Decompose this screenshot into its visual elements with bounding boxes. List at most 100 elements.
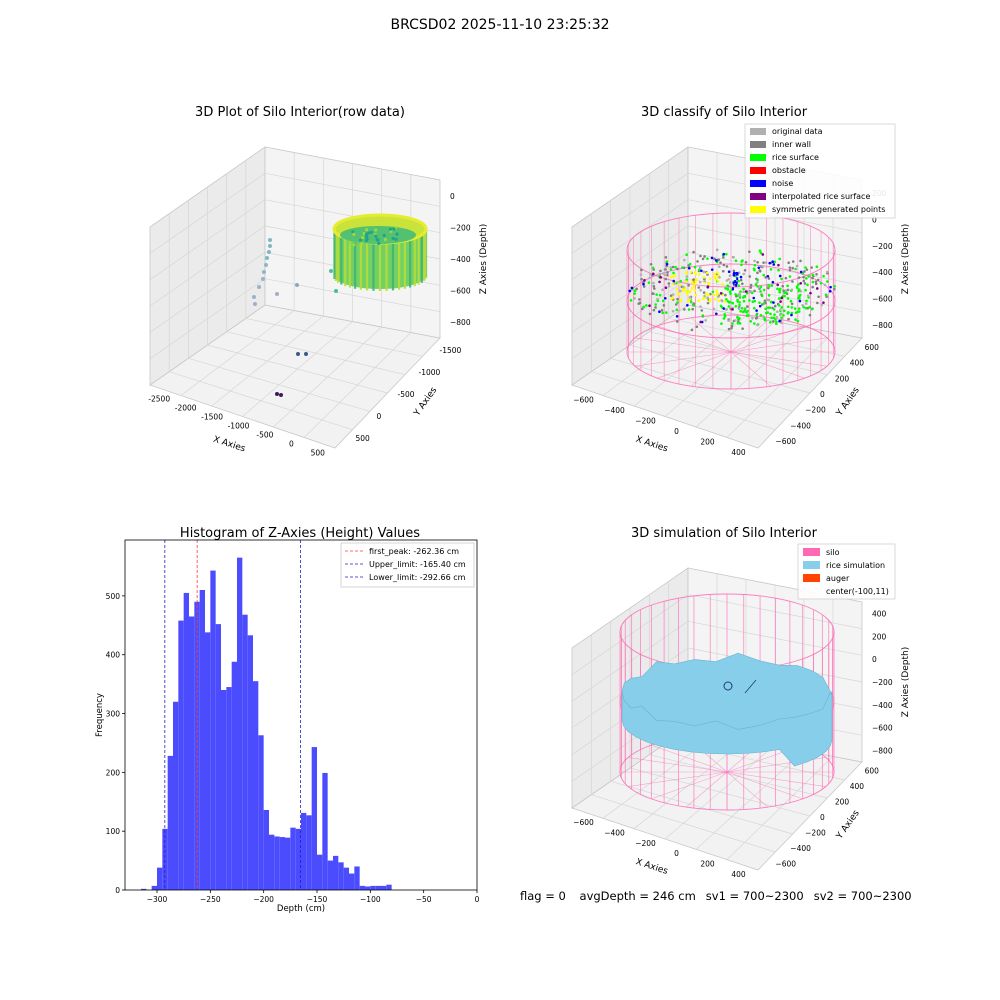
legend-label: symmetric generated points (772, 205, 885, 214)
classified-point (687, 266, 691, 270)
classified-point (724, 308, 728, 311)
classified-point (757, 286, 761, 289)
classified-point (648, 304, 651, 307)
classified-point (706, 285, 710, 288)
classified-point (722, 317, 726, 320)
classified-point (682, 258, 686, 262)
legend-label: Upper_limit: -165.40 cm (369, 560, 466, 569)
classified-point (662, 303, 666, 307)
classified-point (691, 282, 695, 285)
x-tick-label: −250 (200, 895, 221, 904)
classified-point (664, 286, 668, 289)
center-marker (723, 681, 733, 691)
classified-point (647, 281, 651, 284)
classified-point (662, 272, 665, 275)
y-tick-label: 400 (850, 782, 865, 791)
classified-point (805, 268, 809, 271)
classified-point (704, 292, 708, 296)
classified-point (695, 277, 698, 281)
silo-spoke (730, 351, 828, 367)
classified-point (676, 297, 679, 301)
silo-spoke (634, 351, 732, 367)
classified-point (664, 273, 667, 277)
classified-point (823, 283, 827, 287)
classified-point (729, 292, 732, 296)
classified-point (776, 283, 780, 287)
noise-point (733, 271, 736, 275)
classified-point (811, 280, 815, 284)
y-tick-label: 400 (850, 359, 865, 368)
x-tick-label: −300 (147, 895, 168, 904)
classified-point (659, 269, 662, 273)
data-point (267, 250, 271, 254)
histogram-bar (290, 827, 296, 890)
histogram-bar (359, 885, 365, 890)
classified-point (707, 293, 710, 297)
classified-point (728, 290, 732, 294)
classified-point (689, 270, 693, 274)
classified-point (728, 274, 732, 278)
classified-point (799, 270, 803, 274)
gridline (726, 756, 834, 860)
histogram-bar (183, 592, 189, 890)
legend-swatch (803, 561, 820, 569)
classified-point (728, 300, 732, 304)
y-tick-label: 400 (106, 651, 121, 660)
classified-point (712, 293, 716, 297)
classified-point (744, 290, 748, 293)
classified-point (763, 318, 767, 321)
classified-point (694, 293, 698, 297)
histogram-bar (178, 620, 184, 890)
classified-point (743, 307, 747, 310)
classified-point (654, 306, 657, 309)
classified-point (799, 281, 803, 285)
silo-spoke (628, 757, 728, 773)
status-footer: flag = 0 avgDepth = 246 cm sv1 = 700~2300… (520, 889, 922, 903)
classified-point (776, 310, 779, 314)
x-tick-label: −150 (307, 895, 328, 904)
classified-point (719, 304, 723, 308)
classified-point (786, 305, 790, 309)
classified-point (736, 315, 739, 319)
legend-label: rice surface (772, 153, 819, 162)
z-tick-label: −400 (872, 701, 893, 710)
rice-point (369, 230, 374, 234)
classified-point (672, 279, 676, 283)
classified-point (753, 299, 757, 303)
classified-point (654, 303, 658, 306)
classified-point (663, 296, 667, 300)
classified-point (700, 309, 704, 312)
classified-point (689, 300, 693, 304)
legend: original data inner wall rice surface obsta… (744, 123, 896, 219)
data-point (264, 263, 268, 267)
z-axis-label: Z Axies (Depth) (901, 647, 911, 718)
classified-point (778, 274, 782, 278)
data-point (275, 292, 279, 296)
rice-point (352, 232, 356, 236)
classified-point (628, 289, 632, 293)
classified-point (703, 255, 706, 258)
z-tick-label: −200 (872, 242, 893, 251)
classified-point (716, 279, 720, 283)
x-tick-label: −400 (604, 406, 625, 415)
x-tick-label: 0 (289, 440, 294, 449)
classified-point (756, 281, 759, 284)
noise-point (734, 280, 737, 284)
classified-point (788, 268, 792, 272)
classified-point (750, 291, 754, 295)
x-axis-label: X Axies (634, 857, 669, 877)
classified-point (639, 273, 643, 276)
rice-point (374, 228, 378, 232)
classified-point (749, 283, 753, 287)
histogram-bar (327, 860, 333, 890)
x-tick-label: -500 (256, 431, 273, 440)
classified-point (738, 303, 741, 307)
x-tick-label: −600 (573, 395, 594, 404)
z-tick-label: −200 (872, 678, 893, 687)
classified-point (693, 282, 697, 286)
classified-point (771, 280, 775, 284)
classified-point (675, 320, 679, 323)
histogram-bar (295, 828, 301, 890)
classified-point (764, 261, 768, 264)
classified-point (640, 268, 643, 272)
